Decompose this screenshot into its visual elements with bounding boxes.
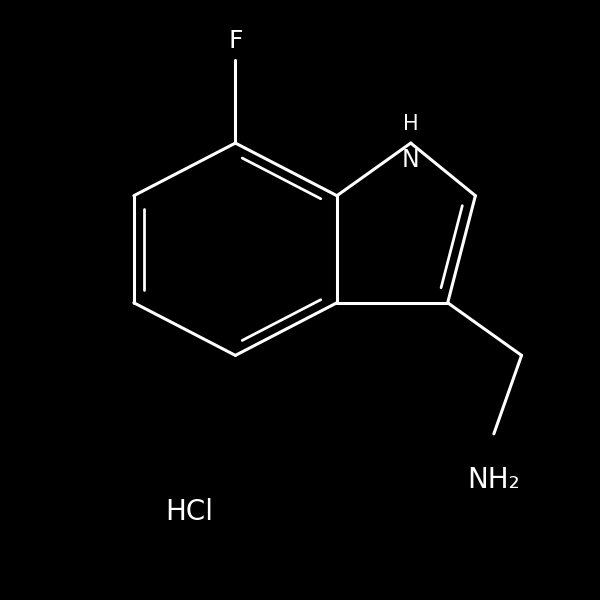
Text: N: N [402,148,419,172]
Text: HCl: HCl [165,499,213,526]
Text: H: H [403,114,419,134]
Text: NH₂: NH₂ [467,466,520,494]
Text: F: F [228,29,242,53]
